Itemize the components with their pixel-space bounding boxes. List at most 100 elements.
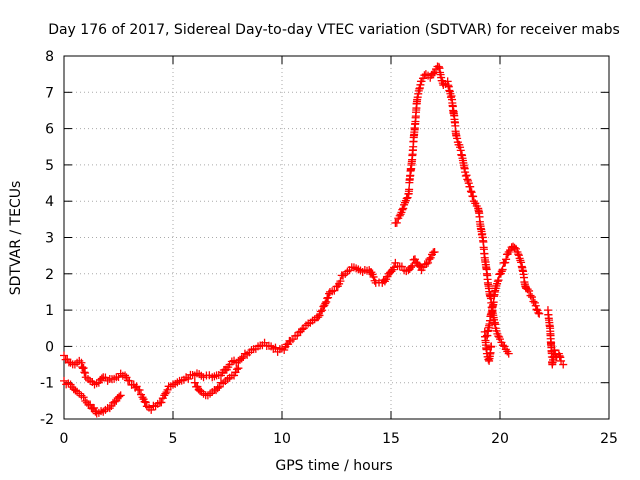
chart-title: Day 176 of 2017, Sidereal Day-to-day VTE… <box>48 22 620 38</box>
data-point <box>516 256 525 265</box>
data-point <box>466 182 475 191</box>
data-point <box>527 293 536 302</box>
y-tick-label: 4 <box>45 194 54 210</box>
data-point <box>237 354 246 363</box>
x-tick-label: 0 <box>60 431 69 447</box>
data-points <box>60 62 568 418</box>
data-point <box>184 374 193 383</box>
data-point <box>79 393 88 402</box>
y-tick-label: -2 <box>40 412 54 428</box>
data-point <box>497 267 506 276</box>
data-point <box>425 255 434 264</box>
data-point <box>534 308 543 317</box>
data-point <box>324 293 333 302</box>
y-axis-label: SDTVAR / TECUs <box>8 181 24 296</box>
x-tick-label: 25 <box>600 431 618 447</box>
data-point <box>405 185 414 194</box>
data-point <box>504 248 513 257</box>
data-point <box>121 371 130 380</box>
data-point <box>461 172 470 181</box>
grid <box>64 56 609 419</box>
data-point <box>550 346 559 355</box>
data-point <box>399 204 408 213</box>
data-point <box>498 341 507 350</box>
x-tick-label: 15 <box>382 431 400 447</box>
data-point <box>400 198 409 207</box>
y-tick-label: 7 <box>45 85 54 101</box>
data-point <box>318 306 327 315</box>
data-point <box>135 385 144 394</box>
y-tick-label: 3 <box>45 231 54 247</box>
data-point <box>504 349 513 358</box>
data-point <box>369 272 378 281</box>
plot-border <box>63 55 610 420</box>
data-point <box>407 263 416 272</box>
data-point <box>77 358 86 367</box>
data-point <box>462 171 471 180</box>
data-point <box>429 69 438 78</box>
data-point <box>141 398 150 407</box>
data-point <box>556 353 565 362</box>
data-point <box>453 134 462 143</box>
y-tick-label: -1 <box>40 376 54 392</box>
y-tick-label: 5 <box>45 158 54 174</box>
y-tick-label: 8 <box>45 49 54 65</box>
data-point <box>517 258 526 267</box>
data-point <box>535 309 544 318</box>
data-point <box>467 188 476 197</box>
data-point <box>396 210 405 219</box>
y-tick-label: 1 <box>45 303 54 319</box>
data-point <box>559 360 568 369</box>
y-tick-label: 0 <box>45 339 54 355</box>
data-point <box>498 265 507 274</box>
data-point <box>81 369 90 378</box>
data-point <box>213 384 222 393</box>
plot-frame <box>63 55 610 420</box>
data-point <box>529 297 538 306</box>
data-point <box>430 248 439 257</box>
data-point <box>115 392 124 401</box>
data-point <box>493 277 502 286</box>
data-point <box>422 259 431 268</box>
data-point <box>402 194 411 203</box>
data-point <box>555 351 564 360</box>
data-point <box>80 368 89 377</box>
data-point <box>390 263 399 272</box>
data-point <box>157 398 166 407</box>
data-point <box>502 255 511 264</box>
data-point <box>125 376 134 385</box>
data-point <box>514 250 523 259</box>
data-point <box>336 277 345 286</box>
data-point <box>280 346 289 355</box>
data-point <box>138 393 147 402</box>
data-point <box>403 193 412 202</box>
y-tick-labels: -2 -1 0 1 2 3 4 5 6 7 8 <box>40 49 54 428</box>
data-point <box>494 276 503 285</box>
data-point <box>532 305 541 314</box>
data-point <box>531 301 540 310</box>
data-point <box>330 286 339 295</box>
data-point <box>97 374 106 383</box>
data-point <box>78 362 87 371</box>
data-point <box>424 258 433 267</box>
data-point <box>79 364 88 373</box>
data-point <box>321 299 330 308</box>
data-point <box>298 325 307 334</box>
x-axis-label: GPS time / hours <box>275 458 392 474</box>
data-point <box>147 405 156 414</box>
data-point <box>525 286 534 295</box>
x-tick-label: 5 <box>169 431 178 447</box>
data-point <box>414 261 423 270</box>
data-point <box>316 307 325 316</box>
data-point <box>526 291 535 300</box>
data-point <box>463 175 472 184</box>
data-point <box>466 187 475 196</box>
data-point <box>523 285 532 294</box>
y-tick-label: 2 <box>45 267 54 283</box>
data-point <box>469 192 478 201</box>
data-point <box>86 400 95 409</box>
data-point <box>426 253 435 262</box>
data-point <box>232 365 241 374</box>
y-tick-label: 6 <box>45 122 54 138</box>
